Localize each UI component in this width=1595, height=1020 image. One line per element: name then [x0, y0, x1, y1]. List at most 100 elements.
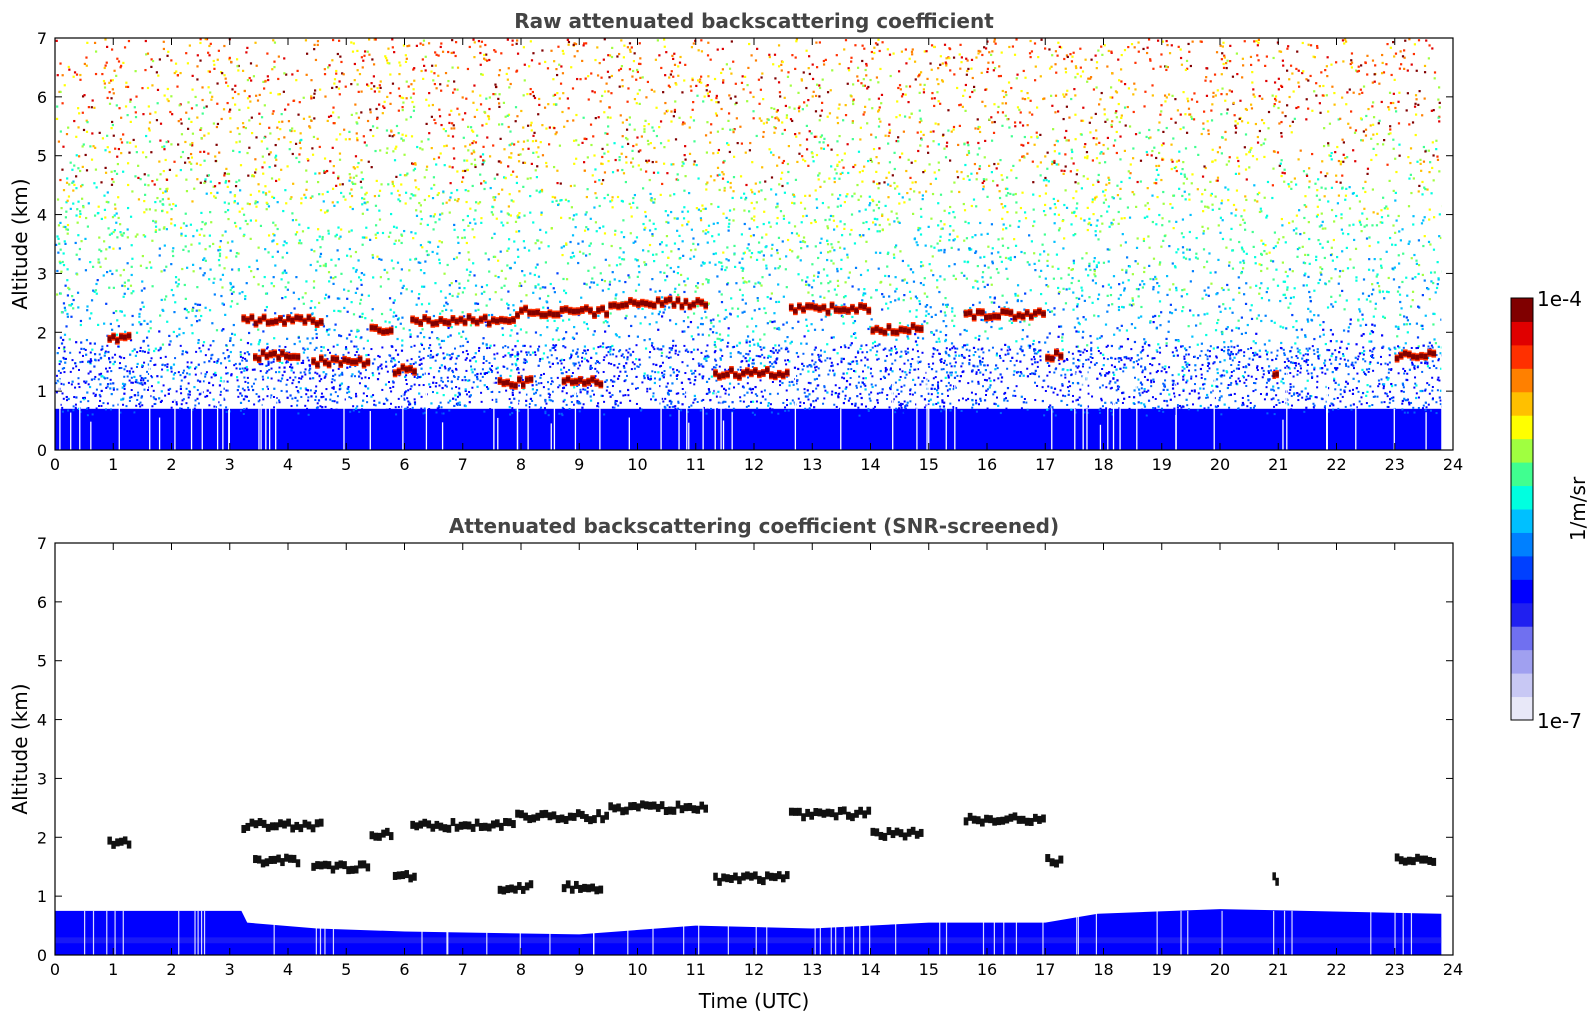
noise-pixel — [494, 291, 497, 294]
noise-pixel — [282, 209, 285, 213]
noise-pixel — [433, 213, 437, 216]
noise-pixel — [323, 297, 327, 300]
noise-pixel — [410, 372, 414, 375]
noise-pixel — [984, 139, 987, 143]
noise-pixel — [772, 351, 775, 354]
noise-pixel — [1197, 314, 1200, 317]
noise-pixel — [753, 343, 756, 346]
noise-pixel — [1222, 62, 1225, 66]
noise-pixel — [399, 64, 402, 67]
noise-pixel — [764, 180, 767, 183]
noise-pixel — [1120, 116, 1123, 120]
noise-pixel — [805, 148, 809, 151]
noise-pixel — [1381, 61, 1384, 65]
noise-pixel — [741, 257, 744, 260]
noise-pixel — [463, 236, 466, 239]
noise-pixel — [972, 403, 975, 406]
noise-pixel — [1423, 235, 1426, 238]
noise-pixel — [223, 174, 226, 177]
noise-pixel — [389, 73, 392, 76]
noise-pixel — [1047, 253, 1050, 256]
noise-pixel — [551, 362, 554, 365]
noise-pixel — [670, 70, 673, 73]
noise-pixel — [176, 85, 179, 88]
noise-pixel — [345, 337, 349, 340]
noise-pixel — [1004, 114, 1007, 117]
noise-pixel — [1155, 168, 1158, 172]
noise-pixel — [1348, 224, 1351, 227]
noise-pixel — [1206, 312, 1209, 315]
noise-pixel — [1301, 41, 1304, 45]
noise-pixel — [850, 342, 853, 345]
noise-pixel — [672, 368, 675, 371]
noise-pixel — [224, 210, 227, 214]
noise-pixel — [425, 98, 428, 101]
noise-pixel — [802, 158, 805, 161]
noise-pixel — [1366, 390, 1369, 394]
noise-pixel — [837, 396, 840, 399]
noise-pixel — [163, 244, 166, 247]
noise-pixel — [1394, 191, 1397, 195]
noise-pixel — [775, 110, 778, 113]
noise-pixel — [699, 219, 703, 222]
noise-pixel — [1392, 224, 1395, 227]
noise-pixel — [926, 145, 929, 148]
noise-pixel — [1364, 323, 1368, 327]
noise-pixel — [1315, 82, 1318, 85]
noise-pixel — [1182, 91, 1185, 94]
noise-pixel — [480, 217, 483, 220]
noise-pixel — [1305, 98, 1308, 101]
noise-pixel — [1280, 341, 1283, 345]
noise-pixel — [731, 346, 735, 349]
noise-pixel — [473, 115, 476, 119]
noise-pixel — [1162, 202, 1165, 205]
noise-pixel — [818, 95, 821, 98]
noise-pixel — [944, 338, 948, 341]
noise-pixel — [284, 108, 287, 111]
noise-pixel — [340, 228, 343, 231]
noise-pixel — [762, 135, 765, 138]
noise-pixel — [971, 90, 974, 94]
noise-pixel — [1130, 357, 1133, 360]
noise-pixel — [806, 365, 809, 368]
noise-pixel — [217, 249, 220, 252]
noise-pixel — [429, 366, 432, 370]
noise-pixel — [56, 74, 59, 77]
noise-pixel — [1323, 195, 1326, 198]
noise-pixel — [86, 225, 90, 228]
noise-pixel — [1085, 151, 1089, 154]
noise-pixel — [581, 59, 584, 63]
noise-pixel — [420, 140, 423, 143]
noise-pixel — [755, 258, 759, 262]
noise-pixel — [877, 162, 880, 165]
noise-pixel — [1293, 117, 1296, 120]
noise-pixel — [991, 61, 995, 64]
noise-pixel — [1298, 209, 1301, 212]
noise-pixel — [637, 265, 640, 268]
noise-pixel — [401, 108, 404, 112]
noise-pixel — [793, 195, 796, 198]
noise-pixel — [1117, 222, 1120, 225]
noise-pixel — [1225, 163, 1228, 166]
noise-pixel — [479, 155, 482, 158]
noise-pixel — [1397, 100, 1400, 103]
noise-pixel — [432, 381, 435, 384]
noise-pixel — [962, 94, 965, 97]
noise-pixel — [115, 172, 119, 175]
noise-pixel — [632, 197, 635, 200]
noise-pixel — [321, 235, 324, 239]
noise-pixel — [594, 221, 598, 224]
noise-pixel — [238, 367, 242, 370]
noise-pixel — [501, 333, 505, 337]
noise-pixel — [229, 191, 232, 194]
noise-pixel — [1005, 301, 1008, 304]
noise-pixel — [113, 69, 116, 72]
noise-pixel — [1241, 374, 1245, 378]
noise-pixel — [108, 286, 111, 289]
noise-pixel — [1305, 205, 1308, 208]
noise-pixel — [1072, 51, 1075, 54]
noise-pixel — [154, 111, 157, 114]
noise-pixel — [281, 120, 284, 123]
noise-pixel — [72, 298, 75, 302]
noise-pixel — [669, 319, 672, 322]
